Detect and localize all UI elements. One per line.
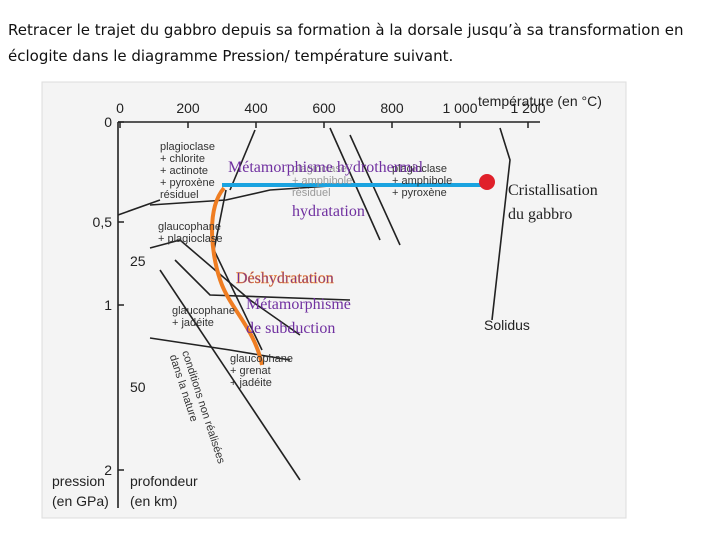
temperature-tick-label: 200: [176, 100, 200, 116]
field-label: + amphibole: [292, 175, 352, 187]
depth-tick-label: 50: [130, 379, 146, 395]
pressure-tick-label: 0: [104, 114, 112, 130]
temperature-ticks: 0 200 400 600 800 1 000 1 200: [116, 100, 546, 128]
field-label: plagioclase: [392, 163, 447, 175]
depth-tick-label: 25: [130, 253, 146, 269]
annotation: de subduction: [246, 320, 335, 337]
temperature-tick-label: 1 200: [510, 100, 545, 116]
field-label: glaucophane: [172, 305, 235, 317]
boundary: [159, 269, 301, 481]
subduction-path: [210, 186, 264, 366]
field-label: + jadéite: [230, 377, 272, 389]
field-label: résiduel: [160, 189, 199, 201]
annotation: Métamorphisme: [246, 296, 351, 313]
field-label: plagioclase: [292, 163, 347, 175]
annotation: Cristallisation: [508, 182, 598, 199]
solidus-label: Solidus: [484, 317, 530, 333]
pressure-tick-label: 1: [104, 297, 112, 313]
boundary: [174, 259, 351, 301]
field-label: + plagioclase: [158, 233, 223, 245]
diagram: 0 200 400 600 800 1 000 1 200 0 0,5 1 2 températu…: [41, 81, 627, 519]
crystallization-point: [479, 174, 495, 190]
field-label: glaucophane: [230, 353, 293, 365]
annotation: du gabbro: [508, 206, 572, 223]
pressure-tick-label: 0,5: [93, 214, 113, 230]
field-label: + amphibole: [392, 175, 452, 187]
pressure-title: (en GPa): [52, 493, 109, 509]
solidus-line: [491, 127, 511, 321]
field-label: + actinote: [160, 165, 208, 177]
pressure-title: pression: [52, 473, 105, 489]
annotation: Métamorphisme hydrothermal: [228, 159, 424, 176]
annotation: Déshydratation: [236, 270, 334, 287]
fields: plagioclase+ chlorite+ actinote+ pyroxèn…: [158, 141, 452, 389]
field-label: résiduel: [292, 187, 331, 199]
temperature-tick-label: 400: [244, 100, 268, 116]
boundary: [117, 199, 161, 216]
field-label: + pyroxène: [392, 187, 447, 199]
depth-title: profondeur: [130, 473, 198, 489]
temperature-tick-label: 1 000: [442, 100, 477, 116]
field-label: glaucophane: [158, 221, 221, 233]
field-label: + grenat: [230, 365, 271, 377]
field-label: + jadéite: [172, 317, 214, 329]
temperature-tick-label: 800: [380, 100, 404, 116]
temperature-tick-label: 600: [312, 100, 336, 116]
field-label: plagioclase: [160, 141, 215, 153]
instruction-line: Retracer le trajet du gabbro depuis sa f…: [8, 21, 684, 39]
boundary: [229, 129, 256, 191]
annotation: hydratation: [292, 203, 365, 220]
boundary: [349, 134, 401, 246]
boundary: [149, 184, 346, 206]
temperature-tick-label: 0: [116, 100, 124, 116]
depth-title: (en km): [130, 493, 177, 509]
field-label: + chlorite: [160, 153, 205, 165]
instruction-line: éclogite dans le diagramme Pression/ tem…: [8, 47, 453, 65]
boundary: [149, 337, 291, 361]
pressure-tick-label: 2: [104, 462, 112, 478]
temperature-title: température (en °C): [478, 93, 602, 109]
pressure-ticks: 0 0,5 1 2: [93, 114, 124, 478]
field-label: + pyroxène: [160, 177, 215, 189]
